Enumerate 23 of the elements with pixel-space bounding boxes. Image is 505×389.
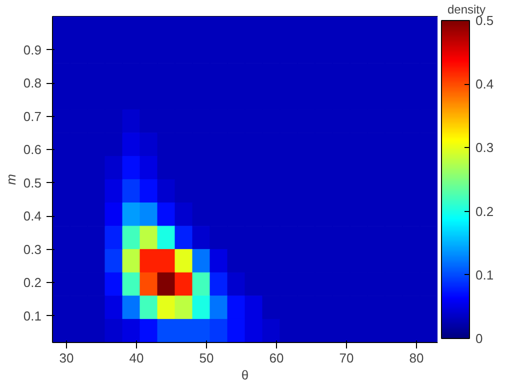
- x-tick-label: 50: [199, 350, 214, 366]
- y-tick-label: 0.1: [23, 308, 42, 324]
- x-axis-title: θ: [241, 368, 249, 382]
- y-tick-label: 0.6: [23, 142, 42, 158]
- x-tick-label: 60: [269, 350, 284, 366]
- color-bar-title: density: [447, 2, 486, 16]
- x-tick-label: 30: [59, 350, 74, 366]
- x-tick-label: 70: [339, 350, 354, 366]
- y-tick-label: 0.2: [23, 275, 42, 290]
- color-bar-label: 0.4: [476, 76, 494, 92]
- y-tick-label: 0.3: [23, 242, 42, 257]
- color-bar-label: 0.2: [476, 204, 494, 219]
- y-tick-label: 0.4: [23, 208, 42, 224]
- x-tick-label: 40: [129, 350, 144, 366]
- color-bar-label: 0: [476, 331, 483, 346]
- color-bar-label: 0.1: [476, 267, 494, 282]
- y-tick-label: 0.7: [23, 108, 42, 124]
- y-axis-title: m: [3, 174, 18, 185]
- color-bar-label: 0.3: [476, 140, 494, 156]
- y-tick-label: 0.9: [23, 42, 42, 58]
- y-tick-label: 0.5: [23, 175, 42, 190]
- y-tick-label: 0.8: [23, 76, 42, 91]
- x-tick-label: 80: [409, 350, 424, 366]
